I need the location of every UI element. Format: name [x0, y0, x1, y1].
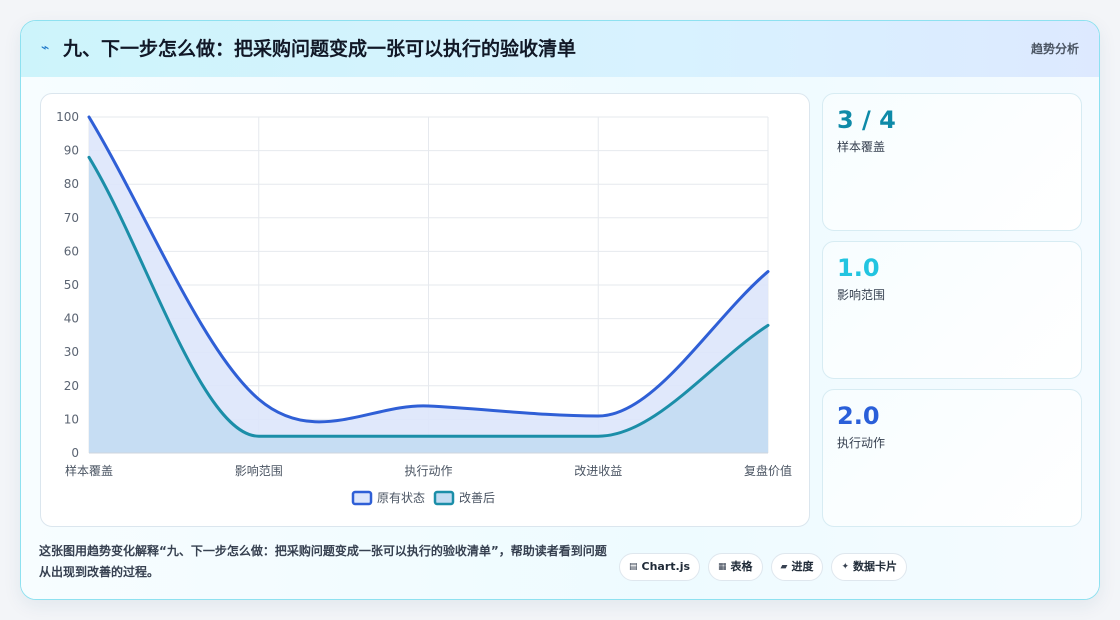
sparkle-icon: ✦	[841, 562, 850, 572]
stat-value: 1.0	[837, 254, 880, 282]
x-tick-label: 影响范围	[235, 463, 283, 478]
lightning-icon: ⌁	[41, 40, 50, 56]
chip-data-card[interactable]: ✦ 数据卡片	[831, 553, 908, 581]
stat-label: 执行动作	[837, 436, 886, 450]
stat-label: 影响范围	[837, 288, 886, 302]
chip-table[interactable]: ▦ 表格	[708, 553, 763, 581]
stat-value: 2.0	[837, 402, 880, 430]
tech-chips: ▤ Chart.js ▦ 表格 ▰ 进度 ✦ 数据卡片	[619, 553, 908, 581]
chart-panel: 0 10 20 30 40 50 60 70 80 90 100 样本覆盖 影响范围 执行动作 改进收益 复盘…	[40, 93, 810, 527]
stat-value: 3 / 4	[837, 106, 896, 134]
stat-card-impact: 1.0 影响范围	[822, 241, 1082, 379]
chip-label: 进度	[791, 560, 814, 573]
chart-caption: 这张图用趋势变化解释“九、下一步怎么做：把采购问题变成一张可以执行的验收清单”，…	[39, 544, 607, 579]
stat-card-sample: 3 / 4 样本覆盖	[822, 93, 1082, 231]
progress-icon: ▰	[780, 562, 788, 572]
series-line	[87, 115, 770, 424]
y-tick-label: 70	[64, 211, 79, 225]
line-chart: 0 10 20 30 40 50 60 70 80 90 100 样本覆盖 影响范围 执行动作 改进收益 复盘…	[56, 110, 792, 506]
x-tick-label: 改进收益	[574, 464, 622, 478]
y-tick-label: 0	[71, 446, 79, 460]
series-line	[87, 155, 770, 438]
chip-progress[interactable]: ▰ 进度	[770, 553, 824, 581]
x-tick-label: 执行动作	[404, 464, 452, 478]
stat-label: 样本覆盖	[837, 140, 886, 154]
page-title: 九、下一步怎么做：把采购问题变成一张可以执行的验收清单	[63, 38, 577, 60]
legend-swatch	[433, 490, 455, 506]
table-icon: ▦	[718, 562, 727, 572]
chip-label: 数据卡片	[853, 560, 898, 573]
y-tick-label: 60	[64, 244, 79, 258]
y-tick-label: 20	[64, 379, 79, 393]
y-tick-label: 80	[64, 177, 79, 191]
legend-label: 原有状态	[377, 491, 425, 505]
y-tick-label: 10	[64, 412, 79, 426]
y-tick-label: 40	[64, 312, 79, 326]
legend-swatch	[351, 490, 373, 506]
y-tick-label: 50	[64, 278, 79, 292]
chip-chartjs[interactable]: ▤ Chart.js	[619, 553, 701, 581]
card-header: ⌁ 九、下一步怎么做：把采购问题变成一张可以执行的验收清单 趋势分析	[21, 21, 1099, 77]
y-tick-label: 100	[56, 110, 79, 124]
chip-label: 表格	[730, 560, 753, 573]
legend-label: 改善后	[459, 490, 495, 505]
chart-icon: ▤	[629, 562, 638, 572]
stat-card-action: 2.0 执行动作	[822, 389, 1082, 527]
x-tick-label: 样本覆盖	[65, 463, 113, 478]
report-card: ⌁ 九、下一步怎么做：把采购问题变成一张可以执行的验收清单 趋势分析 0 10 20…	[20, 20, 1100, 600]
x-tick-label: 复盘价值	[744, 463, 792, 478]
header-tag: 趋势分析	[1030, 42, 1079, 56]
series-area	[89, 157, 768, 453]
y-tick-label: 90	[64, 144, 79, 158]
y-tick-label: 30	[64, 345, 79, 359]
chip-label: Chart.js	[641, 560, 691, 573]
